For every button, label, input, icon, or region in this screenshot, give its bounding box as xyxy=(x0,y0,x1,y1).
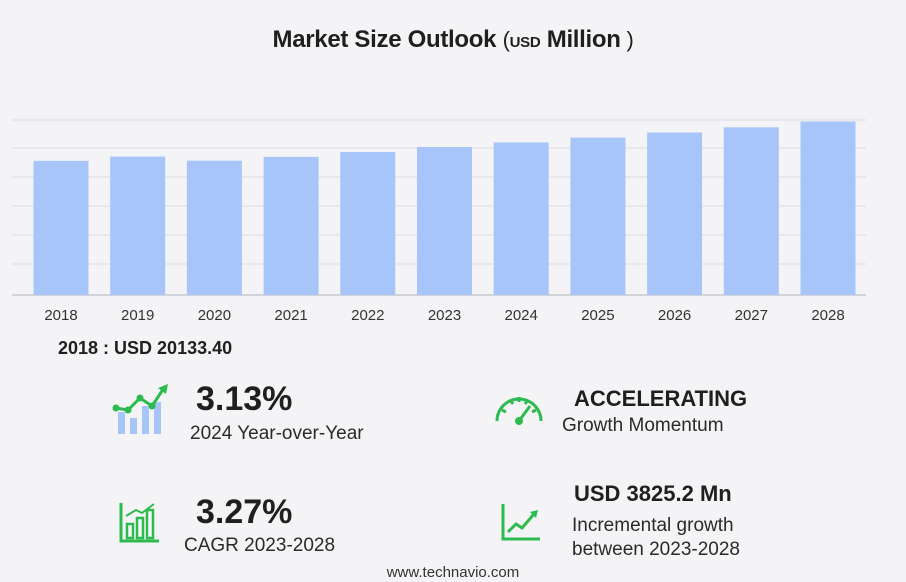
kpi-cagr-label-wrap: CAGR 2023-2028 xyxy=(184,534,335,558)
bar-chart: 2018 2019 2020 2021 2022 2023 2024 2025 2026 2027… xyxy=(12,119,866,324)
bar-2025 xyxy=(570,137,626,295)
bar-2020 xyxy=(186,160,242,295)
bar-2027 xyxy=(723,127,779,295)
x-tick-label: 2023 xyxy=(428,307,461,324)
kpi-momentum: ACCELERATING xyxy=(574,386,747,412)
yoy-label: 2024 Year-over-Year xyxy=(190,423,364,444)
x-tick-label: 2026 xyxy=(658,307,691,324)
yoy-value: 3.13% xyxy=(196,380,293,418)
increment-label-line2: between 2023-2028 xyxy=(572,539,740,560)
increment-label-line1: Incremental growth xyxy=(572,515,734,536)
cagr-label: CAGR 2023-2028 xyxy=(184,535,336,556)
bar-2023 xyxy=(417,147,472,295)
title-unit-prefix: USD xyxy=(509,34,541,51)
chart-title-text: Market Size Outlook xyxy=(272,26,497,53)
increment-value: USD 3825.2 Mn xyxy=(574,481,732,506)
bar-2028 xyxy=(800,121,856,295)
x-tick-label: 2022 xyxy=(351,307,384,324)
chart-title: Market Size Outlook (USD Million ) xyxy=(272,26,634,53)
bar-chart-icon xyxy=(119,503,159,543)
kpi-increment: USD 3825.2 Mn xyxy=(574,481,732,507)
kpi-momentum-label-wrap: Growth Momentum xyxy=(562,414,724,438)
kpi-yoy: 3.13% xyxy=(196,381,292,417)
x-tick-label: 2027 xyxy=(735,307,768,324)
bar-2022 xyxy=(340,152,396,295)
x-tick-label: 2028 xyxy=(811,307,844,324)
bar-2021 xyxy=(263,156,319,295)
x-tick-label: 2020 xyxy=(198,307,231,324)
cagr-value: 3.27% xyxy=(196,493,293,531)
bar-2019 xyxy=(110,156,166,295)
kpi-yoy-label-wrap: 2024 Year-over-Year xyxy=(190,422,364,446)
bar-2026 xyxy=(647,132,703,295)
momentum-value: ACCELERATING xyxy=(574,386,748,411)
trend-line-icon xyxy=(501,504,540,541)
x-tick-label: 2024 xyxy=(505,307,538,324)
momentum-label: Growth Momentum xyxy=(562,415,724,436)
bar-2018 xyxy=(33,160,89,295)
growth-chart-icon xyxy=(112,384,168,434)
speedometer-icon xyxy=(495,397,543,425)
kpi-cagr: 3.27% xyxy=(196,494,292,530)
bar-2024 xyxy=(493,142,549,295)
source-footer: www.technavio.com xyxy=(386,564,520,581)
base-year-value: 2018 : USD 20133.40 xyxy=(58,338,233,358)
x-tick-label: 2018 xyxy=(44,307,77,324)
x-tick-label: 2019 xyxy=(121,307,154,324)
x-tick-label: 2025 xyxy=(581,307,614,324)
x-tick-label: 2021 xyxy=(274,307,307,324)
kpi-increment-label-wrap: Incremental growth between 2023-2028 xyxy=(572,514,740,562)
title-unit: Million xyxy=(546,26,621,53)
